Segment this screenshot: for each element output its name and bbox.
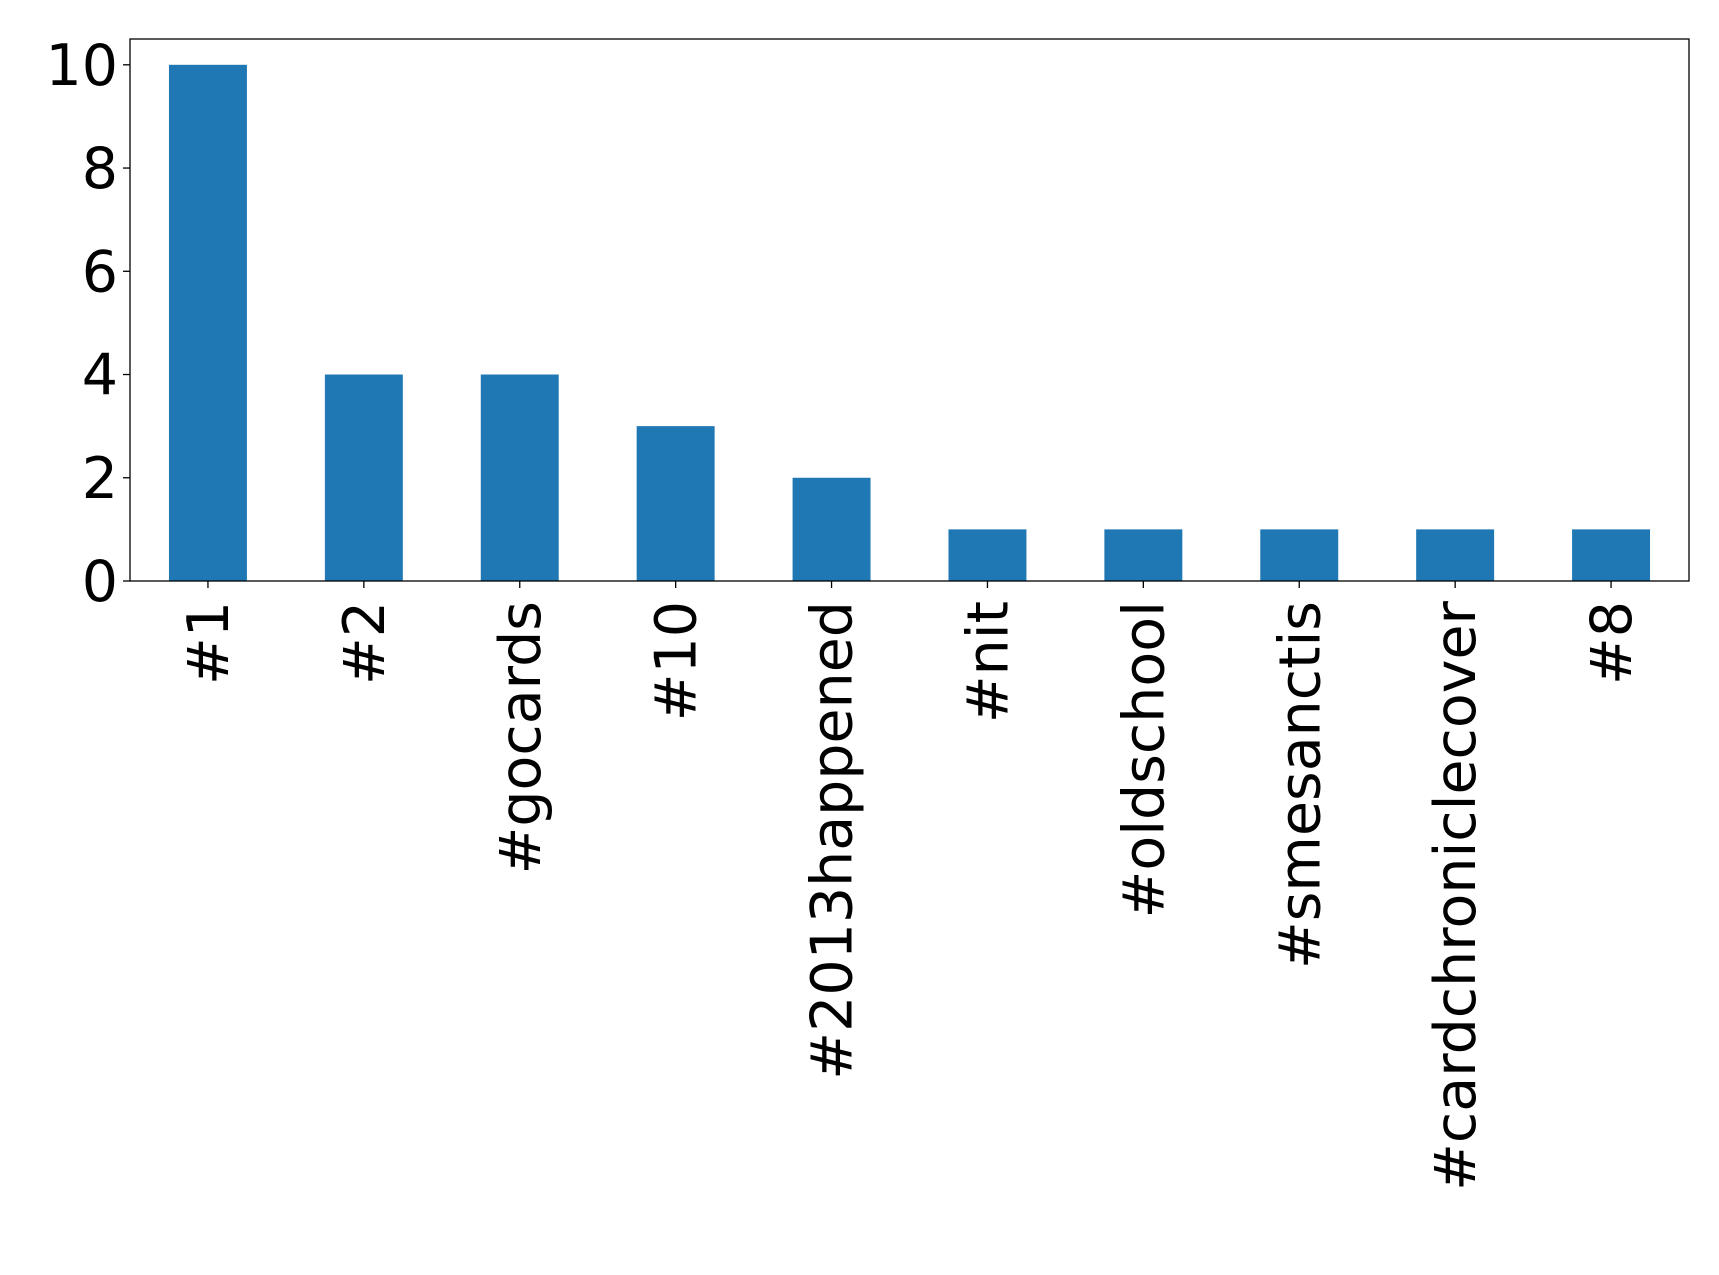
bar-2 [324,374,403,581]
bar-8 [1572,529,1651,581]
bar-smesanctis [1260,529,1339,581]
x-tick-label: #2 [332,601,398,685]
y-tick-label: 10 [45,33,118,99]
plot-area-frame [129,38,1690,582]
y-tick-label: 0 [82,549,118,615]
x-tick-label: #10 [644,601,710,721]
ticks-layer: #1 #2 #gocards #10 #2013happened #nit #oldscho… [45,33,1645,1191]
y-tick-label: 2 [82,446,118,512]
bar-oldschool [1104,529,1183,581]
x-tick-label: #nit [955,601,1021,723]
bar-nit [948,529,1027,581]
y-tick-label: 6 [82,239,118,305]
x-tick-label: #smesanctis [1267,601,1333,969]
bar-cardchroniclecover [1416,529,1495,581]
x-tick-label: #1 [176,601,242,685]
x-tick-label: #2013happened [800,601,866,1080]
x-tick-label: #oldschool [1111,601,1177,918]
bar-10 [636,426,715,581]
x-tick-label: #gocards [488,601,554,874]
bar-2013happened [792,477,871,581]
bar-gocards [480,374,559,581]
bar-1 [168,64,247,581]
x-tick-label: #cardchroniclecover [1423,600,1489,1190]
bars-layer [168,64,1651,581]
y-tick-label: 8 [82,136,118,202]
x-tick-label: #8 [1579,601,1645,685]
y-tick-label: 4 [82,343,118,409]
